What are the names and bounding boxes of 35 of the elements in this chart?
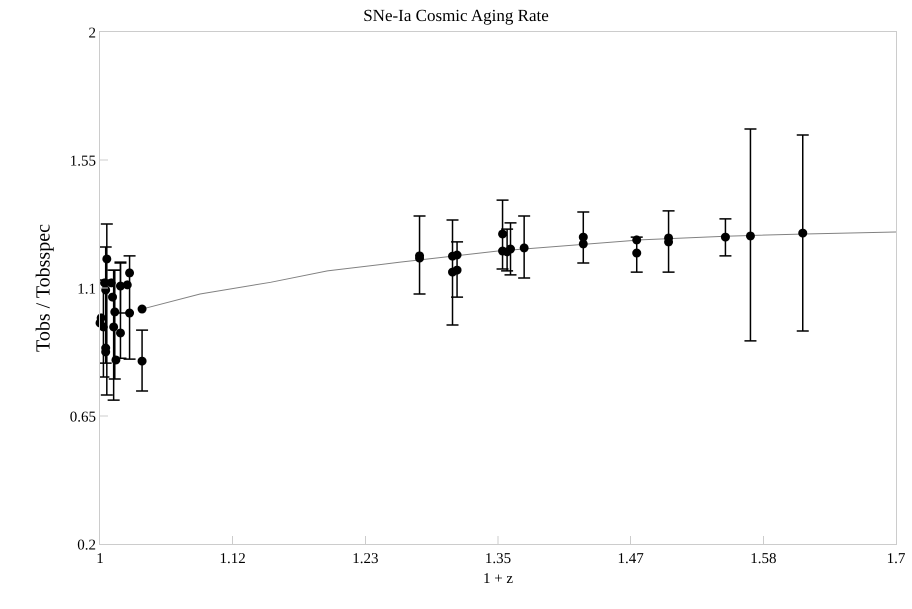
- point: [138, 304, 147, 314]
- point: [102, 254, 112, 264]
- chart-title: SNe-Ia Cosmic Aging Rate: [363, 6, 549, 26]
- y-tick-label: 1.1: [77, 281, 96, 298]
- y-axis-title: Tobs / Tobsspec: [32, 224, 54, 352]
- y-tick-label: 2: [88, 25, 96, 42]
- x-tick-label: 1.47: [618, 551, 644, 567]
- point: [125, 268, 134, 278]
- point: [116, 282, 125, 291]
- point: [520, 243, 529, 252]
- point: [498, 229, 508, 238]
- y-tick-label: 0.65: [70, 409, 96, 426]
- point: [746, 231, 755, 240]
- point: [125, 308, 134, 318]
- x-tick-label: 1.7: [886, 551, 906, 567]
- x-tick-label: 1.12: [220, 551, 246, 567]
- point: [111, 355, 120, 364]
- x-tick-label: 1.23: [352, 551, 378, 567]
- point: [452, 250, 462, 260]
- x-tick-label: 1: [96, 551, 104, 567]
- point: [109, 322, 118, 332]
- point: [116, 328, 125, 338]
- point: [720, 232, 730, 242]
- x-axis-title: 1 + z: [482, 571, 514, 587]
- x-tick-label: 1.58: [750, 551, 776, 567]
- y-tick-label: 0.2: [77, 537, 96, 554]
- point: [452, 266, 462, 275]
- point: [632, 248, 642, 258]
- point: [632, 235, 642, 244]
- point: [798, 228, 808, 238]
- point: [138, 356, 147, 366]
- x-tick-label: 1.35: [484, 551, 512, 567]
- point: [110, 307, 120, 316]
- y-tick-label: 1.55: [70, 153, 96, 170]
- point: [108, 292, 118, 302]
